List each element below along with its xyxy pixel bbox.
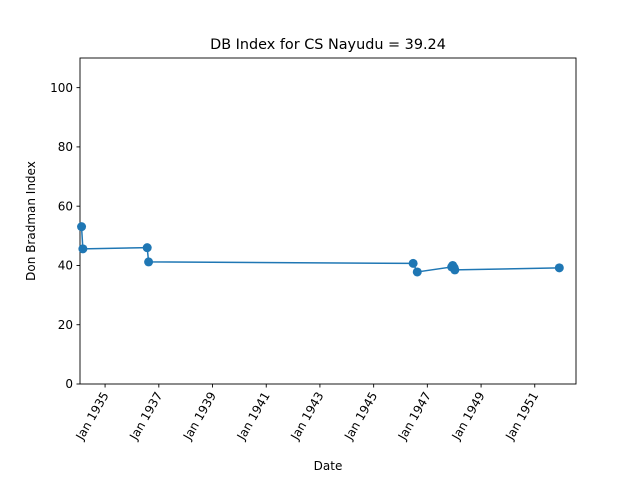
y-tick-label: 100 xyxy=(50,81,73,95)
y-axis-label: Don Bradman Index xyxy=(24,161,38,281)
data-point xyxy=(450,265,460,275)
data-point xyxy=(408,258,418,268)
data-point xyxy=(77,222,87,232)
y-tick-label: 80 xyxy=(58,140,73,154)
y-axis: 0 20 40 60 80 100 xyxy=(50,81,80,391)
chart-title: DB Index for CS Nayudu = 39.24 xyxy=(210,37,446,53)
y-tick-label: 60 xyxy=(58,199,73,213)
data-point xyxy=(144,257,154,267)
data-point xyxy=(78,244,88,254)
data-point xyxy=(412,267,422,277)
series-layer xyxy=(77,222,564,277)
plot-area xyxy=(79,57,577,385)
data-point xyxy=(554,263,564,273)
x-axis-label: Date xyxy=(314,459,343,473)
y-tick-label: 20 xyxy=(58,318,73,332)
data-point xyxy=(142,243,152,253)
y-tick-label: 0 xyxy=(65,377,73,391)
y-tick-label: 40 xyxy=(58,259,73,273)
